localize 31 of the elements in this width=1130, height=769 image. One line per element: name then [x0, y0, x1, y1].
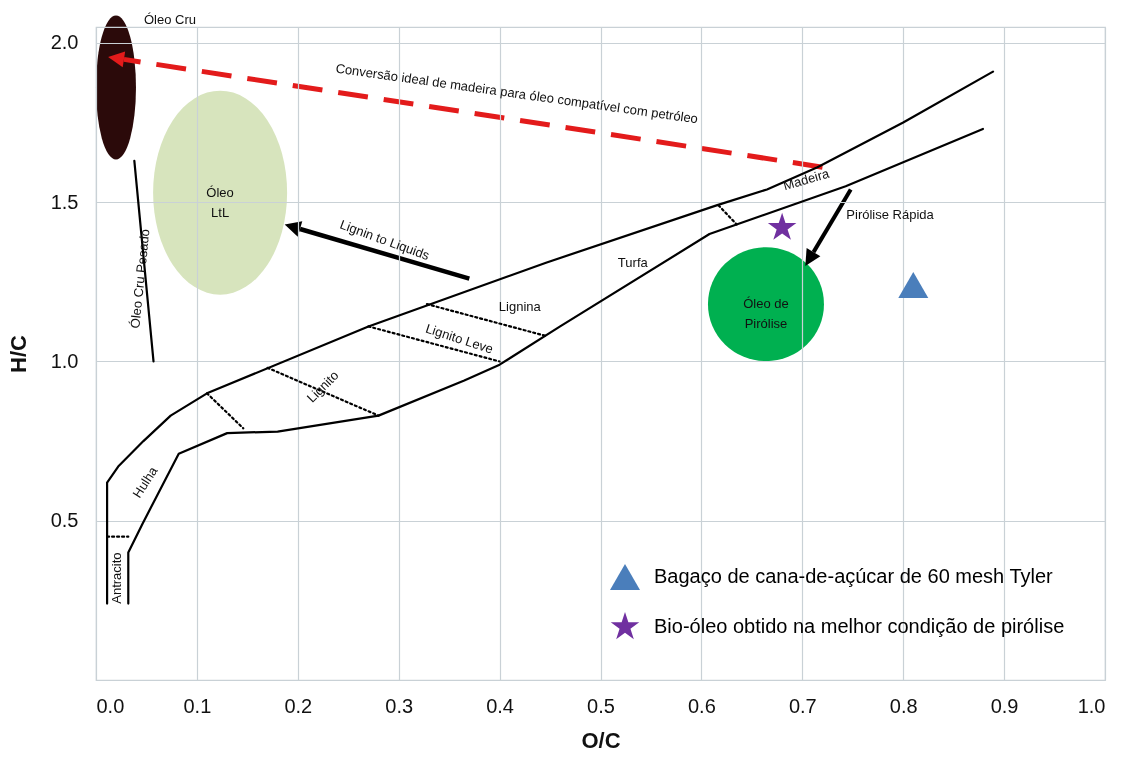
legend-label: Bio-óleo obtido na melhor condição de pirólise	[654, 615, 1065, 637]
x-tick-label: 0.0	[96, 694, 125, 717]
y-tick-label: 1.0	[50, 349, 79, 372]
annotation: Antracito	[109, 552, 125, 604]
x-tick-label: 0.9	[990, 694, 1019, 717]
y-tick-label: 1.5	[50, 190, 79, 213]
annotation: Turfa	[617, 254, 649, 270]
annotation: Lignina	[498, 299, 542, 315]
annotation: Óleo LtL	[206, 184, 234, 220]
x-tick-label: 0.3	[385, 694, 414, 717]
legend-label: Bagaço de cana-de-açúcar de 60 mesh Tyler	[654, 565, 1054, 587]
annotation: Lignin to Liquids	[338, 216, 432, 264]
x-tick-label: 0.7	[788, 694, 817, 717]
y-tick-label: 2.0	[50, 31, 79, 54]
x-tick-label: 0.1	[183, 694, 212, 717]
x-tick-label: 0.6	[687, 694, 716, 717]
text: Óleo Cru	[143, 11, 197, 27]
x-axis-title: O/C	[581, 727, 621, 753]
annotation: Lignito Leve	[423, 320, 496, 357]
annotation: Madeira	[781, 165, 832, 194]
x-tick-label: 0.8	[889, 694, 918, 717]
y-tick-label: 0.5	[50, 509, 79, 532]
x-tick-label: 0.2	[284, 694, 313, 717]
x-tick-label: 0.5	[587, 694, 615, 717]
y-axis-title: H/C	[5, 334, 31, 373]
annotation: Óleo de Pirólise	[743, 296, 789, 332]
annotation: Pirólise Rápida	[846, 206, 935, 222]
x-tick-label: 0.4	[486, 694, 515, 717]
annotation: Óleo Cru Pesado	[127, 228, 153, 329]
x-tick-label: 1.0	[1077, 694, 1106, 717]
annotation: Conversão ideal de madeira para óleo compatível com petróleo	[334, 60, 699, 127]
